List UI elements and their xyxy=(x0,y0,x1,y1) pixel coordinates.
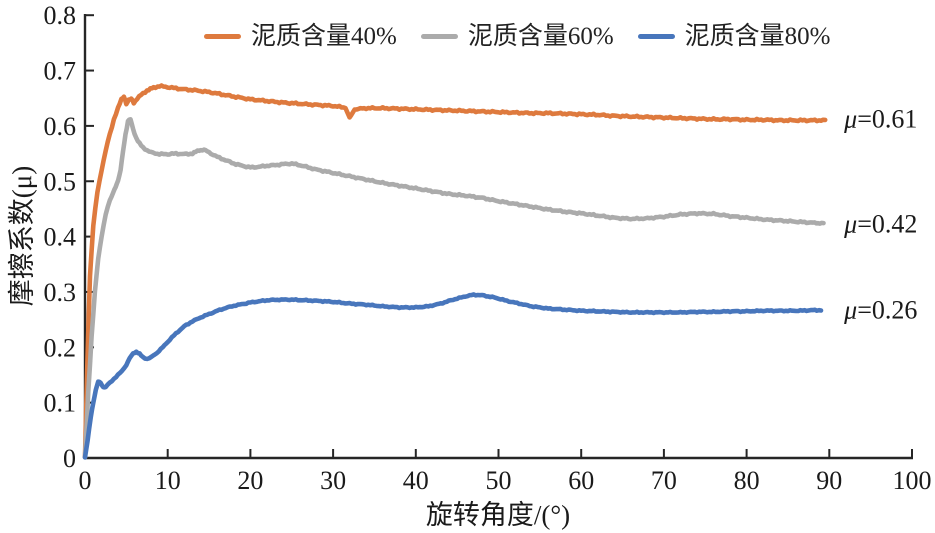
y-tick-label: 0.1 xyxy=(44,389,77,418)
mu-annotation-2: μ=0.42 xyxy=(843,209,917,238)
x-axis-ticks: 0 10 20 30 40 50 60 70 80 90 100 xyxy=(79,449,932,495)
y-tick-label: 0.3 xyxy=(44,278,77,307)
y-tick-label: 0.7 xyxy=(44,57,77,86)
y-tick-label: 0.6 xyxy=(44,112,77,141)
series-line-1 xyxy=(82,83,828,460)
x-tick-label: 30 xyxy=(320,466,346,495)
legend-swatch-mud-60 xyxy=(420,34,458,39)
legend-swatch-mud-80 xyxy=(637,34,675,39)
series-lines xyxy=(82,83,828,460)
x-tick-label: 20 xyxy=(237,466,263,495)
y-tick-label: 0.2 xyxy=(44,333,77,362)
x-tick-label: 50 xyxy=(486,466,512,495)
x-tick-label: 90 xyxy=(816,466,842,495)
legend-label-mud-80: 泥质含量80% xyxy=(684,23,831,50)
y-axis-title: 摩擦系数(μ) xyxy=(7,166,37,306)
x-axis-title: 旋转角度/(°) xyxy=(426,500,570,530)
legend: 泥质含量40% 泥质含量60% 泥质含量80% xyxy=(204,24,830,49)
legend-label-mud-60: 泥质含量60% xyxy=(467,23,614,50)
legend-swatch-mud-40 xyxy=(204,34,241,39)
series-line-2 xyxy=(82,117,826,460)
y-axis-ticks: 0 0.1 0.2 0.3 0.4 0.5 0.6 0.7 0.8 xyxy=(44,1,94,473)
legend-label-mud-40: 泥质含量40% xyxy=(251,23,397,50)
legend-item-mud-60: 泥质含量60% xyxy=(420,23,614,50)
mu-annotation-1: μ=0.61 xyxy=(843,105,917,134)
y-tick-label: 0.4 xyxy=(44,223,77,252)
y-tick-label: 0.5 xyxy=(44,167,77,196)
x-tick-label: 40 xyxy=(403,466,429,495)
x-tick-label: 80 xyxy=(734,466,760,495)
legend-item-mud-40: 泥质含量40% xyxy=(204,24,397,49)
legend-item-mud-80: 泥质含量80% xyxy=(637,23,831,50)
x-tick-label: 100 xyxy=(893,466,932,495)
x-tick-label: 60 xyxy=(568,466,594,495)
x-tick-label: 70 xyxy=(651,466,677,495)
series-annotations: μ=0.61 μ=0.42 μ=0.26 xyxy=(843,105,917,325)
x-tick-label: 0 xyxy=(79,466,92,495)
x-tick-label: 10 xyxy=(155,466,181,495)
series-line-3 xyxy=(82,292,824,460)
mu-annotation-3: μ=0.26 xyxy=(843,296,917,325)
y-tick-label: 0 xyxy=(63,444,76,473)
y-tick-label: 0.8 xyxy=(44,1,77,30)
